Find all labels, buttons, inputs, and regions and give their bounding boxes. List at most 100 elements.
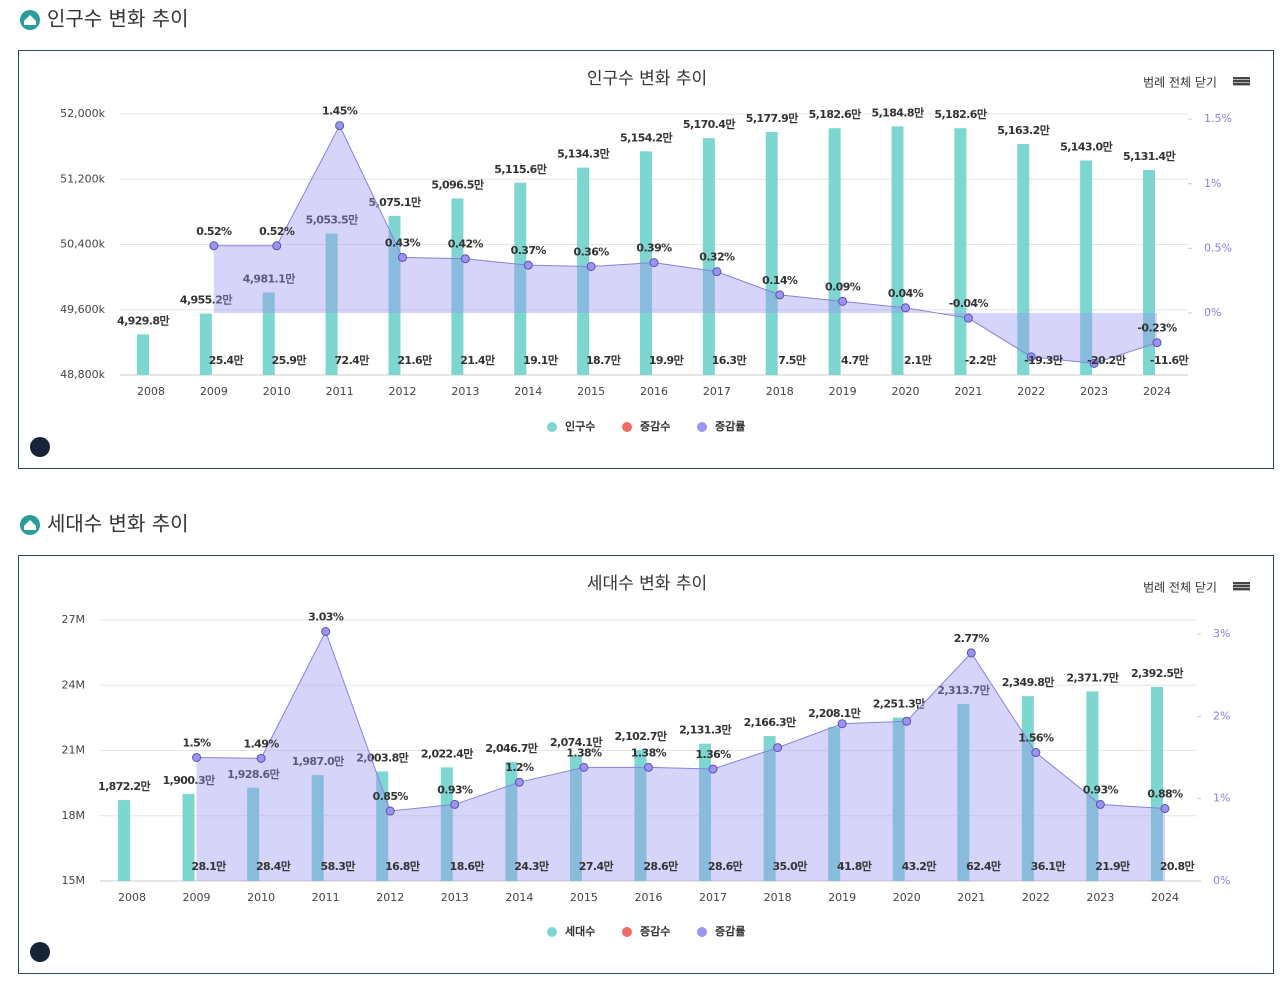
change-count-label: 21.9만 <box>1095 859 1130 873</box>
legend-label[interactable]: 증감수 <box>640 419 670 433</box>
x-tick-label: 2023 <box>1080 385 1108 398</box>
change-count-label: 18.7만 <box>586 353 621 367</box>
y2-tick-label: 3% <box>1213 627 1230 640</box>
rate-label: 0.42% <box>448 238 484 251</box>
change-count-label: -20.2만 <box>1087 353 1126 367</box>
legend-toggle-button[interactable]: 범례 전체 닫기 <box>1143 76 1217 90</box>
bar <box>199 313 212 375</box>
bar <box>699 743 712 881</box>
menu-icon-bar <box>1233 80 1250 83</box>
change-count-label: 28.1만 <box>191 859 226 873</box>
x-tick-label: 2018 <box>766 385 794 398</box>
bar <box>137 334 149 375</box>
bar <box>325 233 338 375</box>
legend-swatch[interactable] <box>547 927 557 937</box>
bar <box>514 182 527 375</box>
rate-line <box>196 630 1165 812</box>
rate-point <box>523 260 533 270</box>
rate-label: 0.88% <box>1147 788 1183 801</box>
bar-label: 1,900.3만 <box>163 773 215 787</box>
rate-label: 2.77% <box>954 632 990 645</box>
change-count-label: 35.0만 <box>772 859 807 873</box>
rate-label: 0.39% <box>636 242 672 255</box>
bar-label: 2,349.8만 <box>1002 675 1054 689</box>
y-tick-label: 15M <box>62 874 86 887</box>
chart-title: 세대수 변화 추이 <box>587 574 707 594</box>
bar <box>1143 169 1155 375</box>
rate-point <box>460 254 470 264</box>
x-tick-label: 2008 <box>118 891 146 904</box>
legend-label[interactable]: 세대수 <box>565 924 595 938</box>
x-tick-label: 2020 <box>893 891 921 904</box>
rate-label: 1.38% <box>566 746 602 759</box>
change-count-label: 36.1만 <box>1031 859 1066 873</box>
bar-label: 5,134.3만 <box>557 147 609 161</box>
change-count-label: 19.1만 <box>523 353 558 367</box>
change-count-label: 18.6만 <box>450 859 485 873</box>
bar-label: 5,182.6만 <box>934 107 986 121</box>
bar <box>262 292 275 375</box>
y2-tick-label: 0% <box>1213 874 1230 887</box>
change-count-label: 72.4만 <box>334 353 369 367</box>
y-tick-label: 21M <box>62 744 86 757</box>
change-count-label: 7.5만 <box>778 353 806 367</box>
heading: 인구수 변화 추이 <box>47 7 189 31</box>
legend-label[interactable]: 증감률 <box>715 924 745 938</box>
change-count-label: 4.7만 <box>841 353 869 367</box>
rate-point <box>773 743 783 753</box>
rate-point <box>335 121 345 131</box>
menu-icon-bar <box>1233 83 1250 86</box>
rate-point <box>192 752 202 762</box>
y2-tick-label: 2% <box>1213 709 1230 722</box>
bar-label: 5,177.9만 <box>746 111 798 125</box>
x-tick-label: 2013 <box>451 385 479 398</box>
change-count-label: 28.6만 <box>708 859 743 873</box>
legend-swatch[interactable] <box>697 927 707 937</box>
x-tick-label: 2015 <box>570 891 598 904</box>
x-tick-label: 2010 <box>263 385 291 398</box>
legend-swatch[interactable] <box>622 927 632 937</box>
y-tick-label: 49,600k <box>60 303 105 316</box>
bar <box>451 198 464 375</box>
x-tick-label: 2014 <box>514 385 542 398</box>
rate-label: 0.52% <box>196 225 232 238</box>
bar <box>1017 144 1030 375</box>
y-tick-label: 48,800k <box>60 368 105 381</box>
bar-label: 4,955.2만 <box>180 293 232 307</box>
legend-label[interactable]: 인구수 <box>565 419 595 433</box>
bar <box>247 787 260 881</box>
heading: 세대수 변화 추이 <box>47 512 189 536</box>
heading-icon-house <box>24 520 36 530</box>
x-tick-label: 2019 <box>828 891 856 904</box>
x-tick-label: 2011 <box>326 385 354 398</box>
x-tick-label: 2016 <box>640 385 668 398</box>
legend-label[interactable]: 증감수 <box>640 924 670 938</box>
menu-icon-bar <box>1233 77 1250 80</box>
bar-label: 2,166.3만 <box>744 715 796 729</box>
legend-swatch[interactable] <box>622 422 632 432</box>
rate-point <box>902 716 912 726</box>
legend-swatch[interactable] <box>697 422 707 432</box>
bar-label: 2,102.7만 <box>615 729 667 743</box>
x-tick-label: 2019 <box>829 385 857 398</box>
bar-label: 4,929.8만 <box>117 313 169 327</box>
legend-label[interactable]: 증감률 <box>715 419 745 433</box>
rate-label: 1.45% <box>322 105 358 118</box>
bar-label: 2,371.7만 <box>1066 670 1118 684</box>
x-tick-label: 2009 <box>183 891 211 904</box>
bar <box>1080 160 1093 375</box>
bar-label: 5,163.2만 <box>997 123 1049 137</box>
rate-point <box>321 627 331 637</box>
y2-tick-label: 0% <box>1204 306 1221 319</box>
x-tick-label: 2017 <box>699 891 727 904</box>
rate-label: 0.93% <box>1083 783 1119 796</box>
rate-point <box>398 252 407 262</box>
legend-swatch[interactable] <box>547 422 557 432</box>
y2-tick-label: 1.5% <box>1204 112 1232 125</box>
rate-point <box>1152 338 1162 348</box>
bar <box>1150 686 1163 881</box>
change-count-label: 28.4만 <box>256 859 291 873</box>
change-count-label: 58.3만 <box>321 859 356 873</box>
legend-toggle-button[interactable]: 범례 전체 닫기 <box>1143 581 1217 595</box>
bar-label: 5,154.2만 <box>620 130 672 144</box>
